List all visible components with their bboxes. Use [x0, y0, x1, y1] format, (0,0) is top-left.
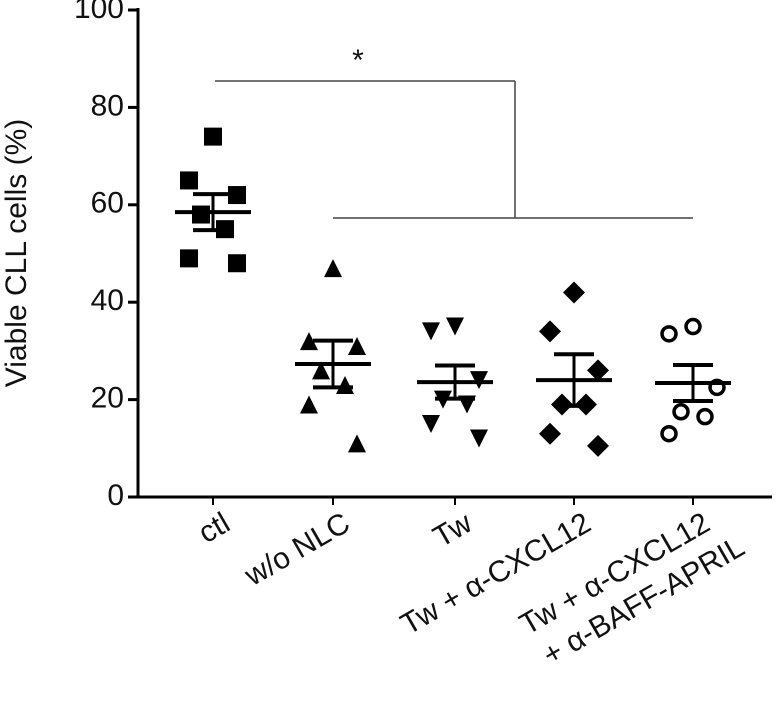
point: [684, 317, 702, 336]
y-tick-label: 40: [91, 284, 124, 317]
point: [228, 254, 246, 273]
point: [348, 337, 366, 356]
point: [180, 171, 198, 190]
x-tick-label-line: ctl: [193, 506, 235, 550]
point: [539, 320, 561, 343]
point: [324, 259, 342, 278]
x-tick-label: Tw: [428, 506, 478, 554]
point: [696, 407, 714, 426]
point: [422, 414, 440, 433]
x-tick-label: Tw + α-CXCL12: [395, 506, 596, 641]
point: [300, 395, 318, 414]
point: [300, 332, 318, 351]
point: [422, 322, 440, 341]
point: [708, 378, 726, 397]
y-tick-label: 100: [74, 0, 124, 25]
point: [180, 249, 198, 268]
x-tick-label: w/o NLC: [238, 506, 355, 593]
point: [348, 434, 366, 453]
point: [312, 361, 330, 380]
point: [660, 424, 678, 443]
x-tick-label: ctl: [193, 506, 235, 550]
point: [446, 317, 464, 336]
y-axis-label: Viable CLL cells (%): [0, 119, 33, 387]
y-tick-label: 60: [91, 187, 124, 220]
significance-label: *: [352, 44, 364, 77]
point: [228, 186, 246, 205]
point: [336, 375, 354, 394]
point: [563, 281, 585, 304]
point: [587, 359, 609, 382]
y-tick-label: 20: [91, 382, 124, 415]
point: [470, 429, 488, 448]
x-tick-label-line: Tw + α-CXCL12: [395, 506, 596, 641]
point: [672, 403, 690, 421]
point: [660, 325, 678, 343]
y-tick-label: 80: [91, 89, 124, 122]
point: [204, 127, 222, 146]
x-tick-label-line: w/o NLC: [238, 506, 355, 593]
y-tick-label: 0: [107, 479, 124, 512]
point: [192, 205, 210, 224]
point: [539, 422, 561, 445]
point: [587, 434, 609, 457]
x-tick-label-line: Tw: [428, 506, 478, 554]
